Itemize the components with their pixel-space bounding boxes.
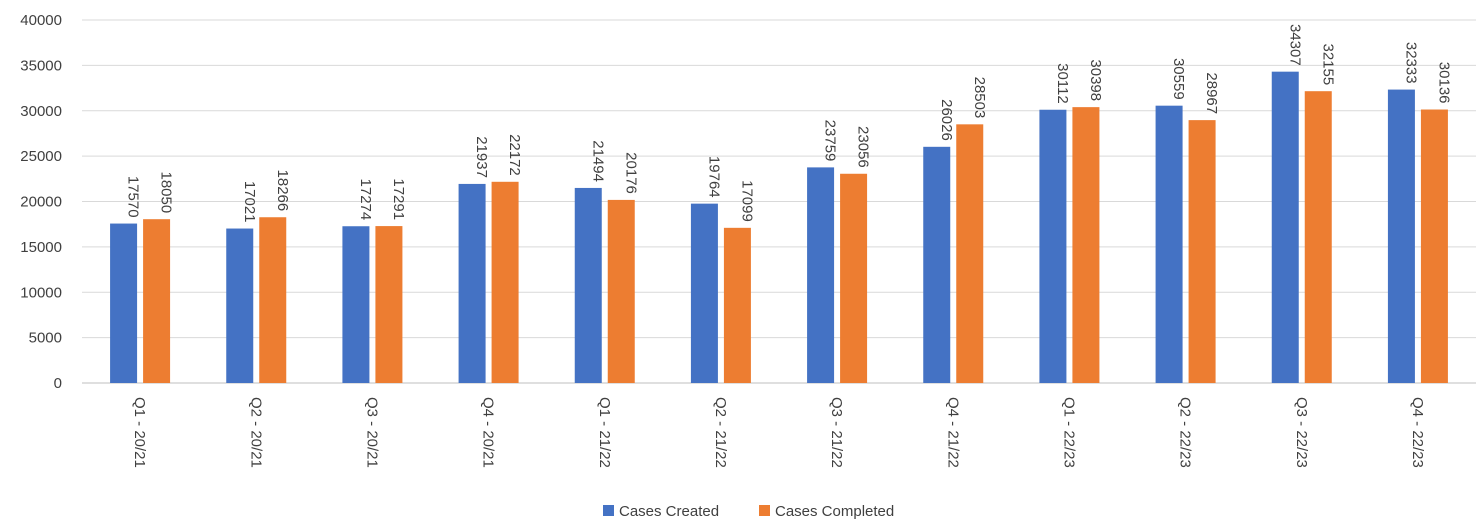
data-label: 30559 — [1170, 58, 1187, 100]
bar-cases-completed — [143, 219, 171, 383]
bar-cases-completed — [491, 181, 519, 383]
bar-cases-created — [110, 223, 138, 383]
data-label: 23759 — [822, 120, 839, 162]
bar-cases-created — [1039, 109, 1067, 384]
bar-cases-created — [226, 228, 254, 383]
data-label: 17021 — [241, 181, 258, 223]
data-label: 17274 — [357, 179, 374, 221]
x-tick-label: Q4 - 20/21 — [480, 397, 497, 468]
legend-swatch — [603, 505, 614, 516]
legend-label: Cases Created — [619, 503, 719, 520]
bar-cases-completed — [1304, 91, 1332, 384]
y-tick-label: 15000 — [20, 239, 62, 256]
y-tick-label: 35000 — [20, 57, 62, 74]
legend: Cases Created Cases Completed — [603, 503, 894, 520]
bar-cases-created — [458, 183, 486, 383]
bar-cases-completed — [1188, 120, 1216, 383]
y-tick-label: 0 — [54, 375, 62, 392]
y-tick-label: 25000 — [20, 148, 62, 165]
bar-cases-created — [690, 203, 718, 383]
x-tick-label: Q3 - 21/22 — [828, 397, 845, 468]
x-tick-label: Q3 - 22/23 — [1293, 397, 1310, 468]
y-tick-label: 10000 — [20, 284, 62, 301]
x-tick-label: Q1 - 21/22 — [596, 397, 613, 468]
bar-cases-created — [1387, 89, 1415, 383]
x-tick-label: Q1 - 22/23 — [1060, 397, 1077, 468]
bar-cases-completed — [607, 199, 635, 383]
bar-cases-completed — [1072, 107, 1100, 383]
y-tick-label: 30000 — [20, 103, 62, 120]
bar-cases-completed — [723, 227, 751, 383]
data-label: 30136 — [1435, 62, 1452, 104]
data-label: 19764 — [705, 156, 722, 198]
data-label: 20176 — [622, 152, 639, 194]
data-label: 28967 — [1203, 72, 1220, 114]
bars — [110, 71, 1448, 384]
bar-cases-completed — [1420, 109, 1448, 383]
data-label: 22172 — [506, 134, 523, 176]
y-axis-ticks: 0 5000 10000 15000 20000 25000 30000 35000 40000 — [20, 12, 62, 392]
bar-cases-created — [1271, 71, 1299, 384]
y-tick-label: 5000 — [29, 330, 62, 347]
legend-swatch — [759, 505, 770, 516]
bar-cases-completed — [956, 124, 984, 384]
bar-cases-created — [923, 146, 951, 383]
bar-cases-created — [807, 167, 835, 383]
data-label: 17291 — [390, 178, 407, 220]
x-tick-label: Q2 - 22/23 — [1177, 397, 1194, 468]
data-label: 26026 — [938, 99, 955, 141]
x-tick-label: Q1 - 20/21 — [131, 397, 148, 468]
bar-cases-created — [1155, 105, 1183, 384]
data-label: 30398 — [1087, 59, 1104, 101]
x-tick-label: Q3 - 20/21 — [363, 397, 380, 468]
data-label: 32333 — [1402, 42, 1419, 84]
bar-cases-created — [574, 187, 602, 383]
data-label: 21937 — [473, 136, 490, 178]
x-tick-label: Q4 - 22/23 — [1409, 397, 1426, 468]
bar-cases-created — [342, 226, 370, 383]
data-label: 21494 — [589, 140, 606, 182]
data-label: 23056 — [855, 126, 872, 168]
data-labels: 17570 18050 17021 18266 17274 17291 21937 22172… — [125, 24, 1453, 223]
x-tick-label: Q2 - 21/22 — [712, 397, 729, 468]
bar-cases-completed — [375, 226, 403, 383]
x-axis-ticks: Q1 - 20/21 Q2 - 20/21 Q3 - 20/21 Q4 - 20/21… — [131, 397, 1426, 468]
x-tick-label: Q4 - 21/22 — [944, 397, 961, 468]
data-label: 18050 — [158, 171, 175, 213]
bar-cases-completed — [259, 217, 287, 383]
data-label: 32155 — [1319, 43, 1336, 85]
legend-label: Cases Completed — [775, 503, 894, 520]
data-label: 17099 — [738, 180, 755, 222]
bar-cases-completed — [840, 173, 868, 383]
data-label: 28503 — [971, 77, 988, 119]
data-label: 17570 — [125, 176, 142, 218]
x-tick-label: Q2 - 20/21 — [247, 397, 264, 468]
data-label: 30112 — [1054, 63, 1071, 104]
data-label: 18266 — [274, 170, 291, 212]
y-tick-label: 20000 — [20, 194, 62, 211]
gridlines — [82, 19, 1476, 384]
data-label: 34307 — [1286, 24, 1303, 66]
y-tick-label: 40000 — [20, 12, 62, 29]
